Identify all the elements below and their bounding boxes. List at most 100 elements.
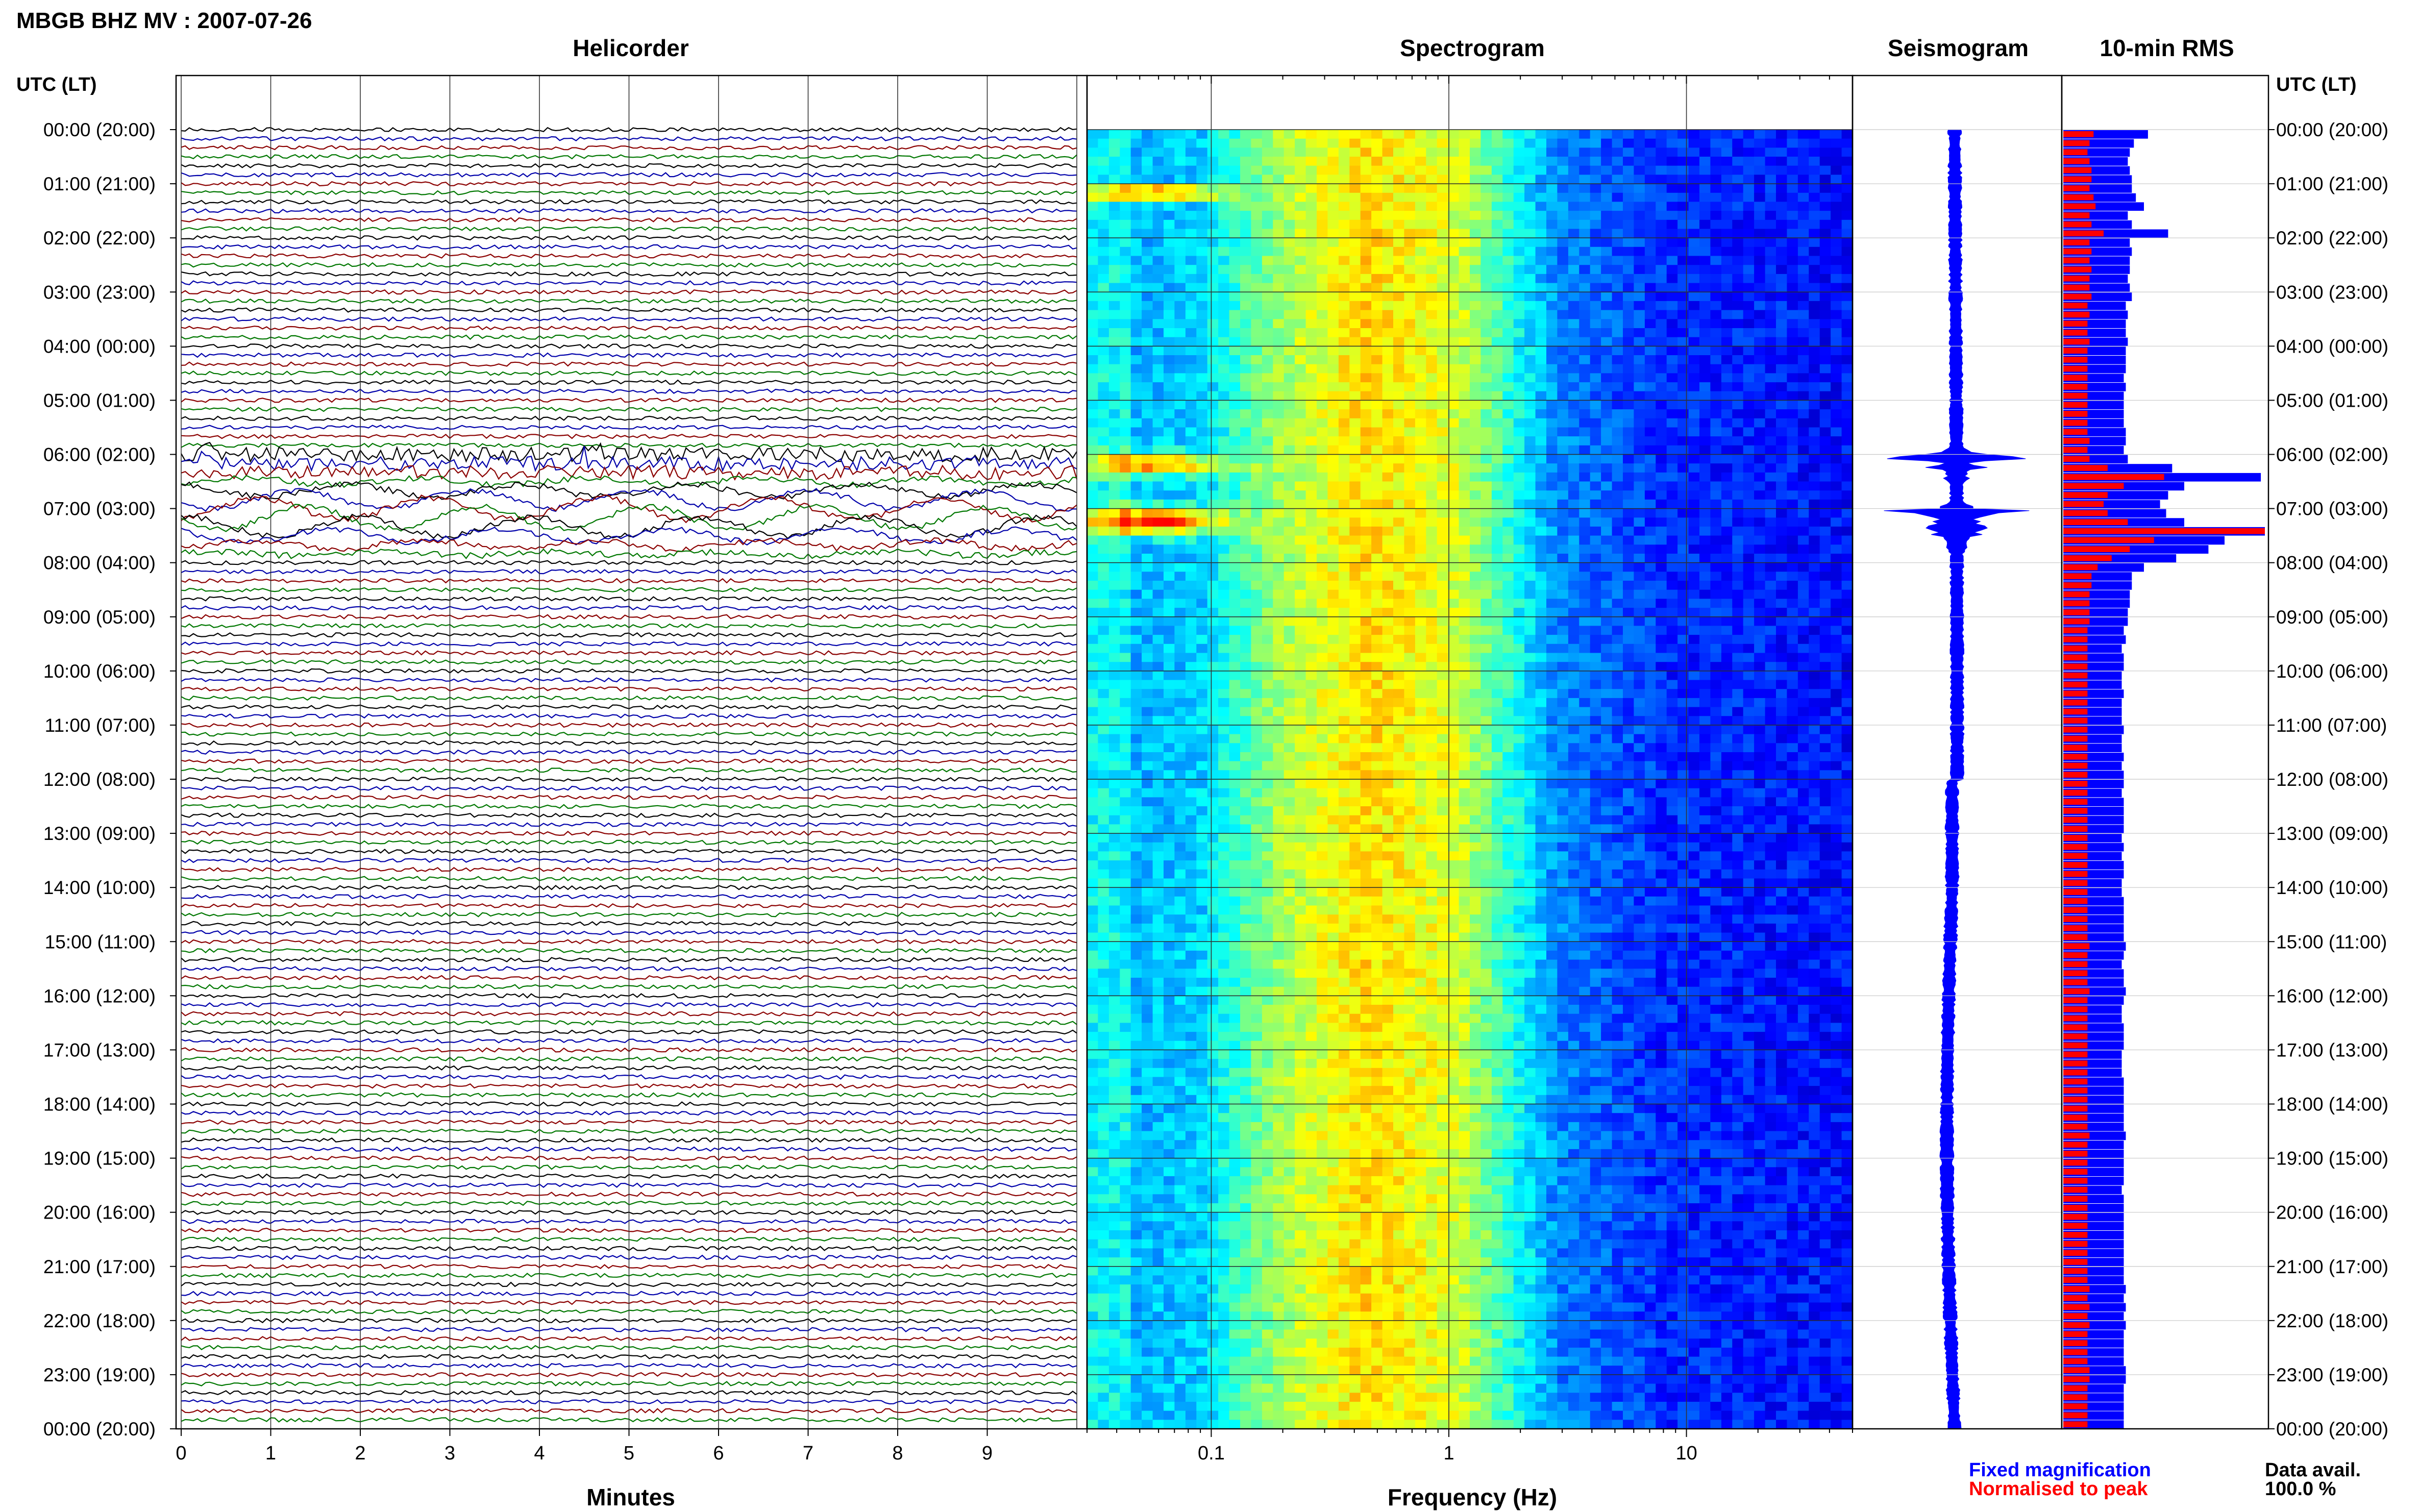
spectrogram-cell [1317, 301, 1328, 311]
spectrogram-cell [1142, 310, 1153, 319]
spectrogram-cell [1087, 274, 1098, 284]
spectrogram-cell [1470, 157, 1481, 166]
spectrogram-cell [1491, 572, 1503, 581]
spectrogram-cell [1196, 283, 1208, 292]
spectrogram-cell [1295, 707, 1306, 716]
spectrogram-cell [1688, 427, 1700, 437]
spectrogram-cell [1502, 481, 1514, 491]
spectrogram-cell [1557, 572, 1569, 581]
spectrogram-cell [1327, 544, 1339, 554]
spectrogram-cell [1207, 689, 1219, 699]
spectrogram-cell [1732, 454, 1744, 464]
spectrogram-cell [1185, 202, 1197, 211]
spectrogram-cell [1644, 373, 1656, 383]
spectrogram-cell [1098, 499, 1109, 509]
spectrogram-cell [1644, 138, 1656, 148]
spectrogram-cell [1787, 517, 1798, 527]
spectrogram-cell [1218, 725, 1230, 735]
spectrogram-cell [1656, 301, 1667, 311]
spectrogram-cell [1185, 346, 1197, 356]
spectrogram-cell [1644, 589, 1656, 599]
spectrogram-cell [1360, 743, 1372, 753]
spectrogram-cell [1480, 436, 1492, 446]
spectrogram-cell [1087, 581, 1098, 590]
spectrogram-cell [1557, 608, 1569, 617]
spectrogram-cell [1349, 616, 1361, 627]
spectrogram-cell [1634, 319, 1645, 329]
spectrogram-cell [1404, 671, 1416, 681]
spectrogram-cell [1240, 662, 1251, 672]
spectrogram-cell [1535, 265, 1547, 275]
spectrogram-cell [1688, 229, 1700, 238]
spectrogram-cell [1371, 328, 1383, 338]
spectrogram-cell [1327, 743, 1339, 753]
spectrogram-cell [1623, 328, 1634, 338]
spectrogram-cell [1295, 219, 1306, 230]
spectrogram-cell [1601, 671, 1613, 681]
spectrogram-cell [1579, 337, 1591, 346]
spectrogram-cell [1590, 698, 1601, 708]
spectrogram-cell [1327, 382, 1339, 392]
spectrogram-cell [1327, 346, 1339, 356]
spectrogram-cell [1568, 328, 1579, 338]
spectrogram-cell [1579, 256, 1591, 265]
spectrogram-cell [1108, 707, 1120, 716]
spectrogram-cell [1831, 689, 1842, 699]
spectrogram-cell [1108, 490, 1120, 500]
spectrogram-cell [1295, 734, 1306, 743]
spectrogram-cell [1491, 643, 1503, 654]
spectrogram-cell [1688, 418, 1700, 428]
spectrogram-cell [1415, 743, 1426, 753]
spectrogram-cell [1644, 364, 1656, 374]
spectrogram-cell [1152, 707, 1164, 716]
spectrogram-cell [1393, 184, 1404, 193]
spectrogram-cell [1207, 202, 1219, 211]
spectrogram-cell [1557, 364, 1569, 374]
spectrogram-cell [1404, 418, 1416, 428]
spectrogram-cell [1283, 274, 1295, 284]
spectrogram-cell [1819, 481, 1831, 491]
spectrogram-cell [1502, 707, 1514, 716]
spectrogram-cell [1732, 743, 1744, 753]
spectrogram-cell [1164, 427, 1175, 437]
spectrogram-cell [1305, 671, 1317, 681]
spectrogram-cell [1502, 310, 1514, 319]
spectrogram-cell [1196, 246, 1208, 257]
spectrogram-cell [1557, 418, 1569, 428]
spectrogram-cell [1174, 725, 1186, 735]
spectrogram-cell [1502, 698, 1514, 708]
spectrogram-cell [1513, 301, 1525, 311]
spectrogram-cell [1174, 436, 1186, 446]
spectrogram-cell [1546, 490, 1558, 500]
spectrogram-cell [1152, 310, 1164, 319]
spectrogram-cell [1787, 454, 1798, 464]
spectrogram-cell [1240, 130, 1251, 139]
spectrogram-cell [1601, 427, 1613, 437]
spectrogram-cell [1196, 680, 1208, 689]
spectrogram-cell [1546, 589, 1558, 599]
spectrogram-cell [1174, 192, 1186, 203]
spectrogram-cell [1590, 662, 1601, 672]
spectrogram-cell [1491, 508, 1503, 518]
spectrogram-cell [1612, 301, 1623, 311]
spectrogram-cell [1743, 608, 1755, 617]
spectrogram-cell [1644, 427, 1656, 437]
spectrogram-cell [1710, 526, 1722, 536]
spectrogram-cell [1535, 301, 1547, 311]
spectrogram-cell [1317, 175, 1328, 184]
spectrogram-cell [1677, 436, 1689, 446]
spectrogram-cell [1098, 373, 1109, 383]
spectrogram-cell [1327, 274, 1339, 284]
spectrogram-cell [1809, 499, 1820, 509]
spectrogram-cell [1426, 725, 1438, 735]
spectrogram-cell [1535, 716, 1547, 726]
spectrogram-cell [1535, 391, 1547, 401]
spectrogram-cell [1317, 292, 1328, 302]
spectrogram-cell [1393, 130, 1404, 139]
spectrogram-cell [1513, 562, 1525, 572]
spectrogram-cell [1721, 373, 1733, 383]
spectrogram-cell [1283, 337, 1295, 346]
spectrogram-cell [1557, 508, 1569, 518]
spectrogram-cell [1819, 310, 1831, 319]
spectrogram-cell [1273, 319, 1285, 329]
